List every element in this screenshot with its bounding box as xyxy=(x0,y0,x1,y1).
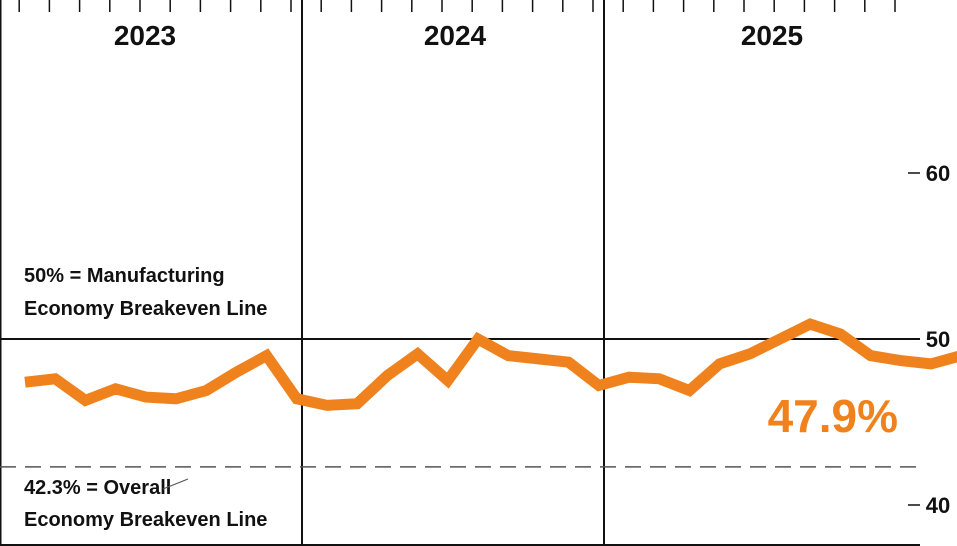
data-series xyxy=(24,318,957,411)
data-point xyxy=(416,352,419,355)
year-labels: 2023 2024 2025 xyxy=(114,20,803,51)
data-point xyxy=(295,397,298,400)
overall-breakeven-label: 42.3% = Overall xyxy=(24,477,171,499)
year-label-2025: 2025 xyxy=(741,20,803,51)
data-point xyxy=(567,361,570,364)
data-point xyxy=(779,338,782,341)
chart-frame xyxy=(0,0,920,546)
overall-label-leader xyxy=(162,478,189,490)
data-point xyxy=(869,354,872,357)
data-point xyxy=(899,359,902,362)
data-point xyxy=(265,354,268,357)
year-label-2024: 2024 xyxy=(424,20,487,51)
data-point xyxy=(326,404,329,407)
latest-value-label: 47.9% xyxy=(768,390,898,442)
y-tick-label-60: 60 xyxy=(926,161,950,186)
data-point xyxy=(205,389,208,392)
series-line-1 xyxy=(24,318,957,411)
data-point xyxy=(930,362,933,365)
data-point xyxy=(235,371,238,374)
data-point xyxy=(84,399,87,402)
data-point xyxy=(144,396,147,399)
data-point xyxy=(507,354,510,357)
data-point xyxy=(537,357,540,360)
reference-annotations: 50% = Manufacturing Economy Breakeven Lin… xyxy=(24,265,267,531)
y-tick-label-40: 40 xyxy=(926,493,950,518)
y-tick-label-50: 50 xyxy=(926,327,950,352)
reference-lines xyxy=(0,338,920,468)
data-point xyxy=(114,387,117,390)
data-point xyxy=(718,362,721,365)
data-point xyxy=(597,384,600,387)
data-point xyxy=(54,377,57,380)
data-point xyxy=(748,352,751,355)
data-point xyxy=(477,338,480,341)
manufacturing-breakeven-label: 50% = Manufacturing xyxy=(24,265,225,287)
data-point xyxy=(175,397,178,400)
data-point xyxy=(386,374,389,377)
data-point xyxy=(24,381,27,384)
data-point xyxy=(839,333,842,336)
y-tick-labels: 60 50 40 xyxy=(908,161,950,518)
data-point xyxy=(628,376,631,379)
manufacturing-breakeven-label: Economy Breakeven Line xyxy=(24,298,267,320)
year-label-2023: 2023 xyxy=(114,20,176,51)
value-annotation: 47.9% xyxy=(768,390,898,442)
data-point xyxy=(658,377,661,380)
overall-breakeven-label: Economy Breakeven Line xyxy=(24,509,267,531)
data-point xyxy=(446,379,449,382)
data-point xyxy=(356,402,359,405)
data-point xyxy=(688,389,691,392)
data-point xyxy=(809,323,812,326)
